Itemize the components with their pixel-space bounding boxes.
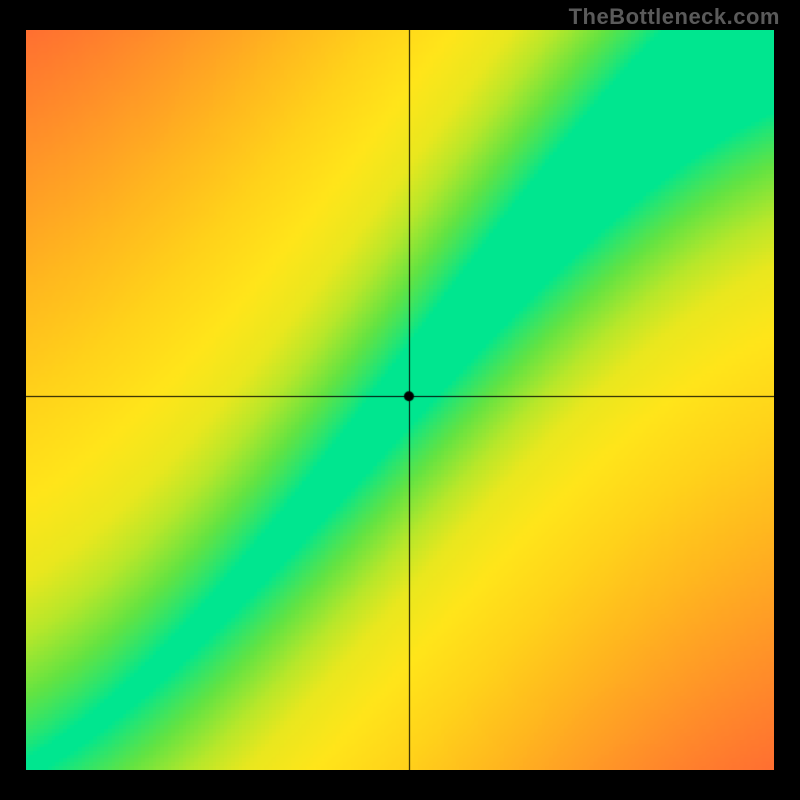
crosshair-overlay	[26, 30, 774, 770]
watermark-label: TheBottleneck.com	[569, 4, 780, 30]
chart-frame: TheBottleneck.com	[0, 0, 800, 800]
